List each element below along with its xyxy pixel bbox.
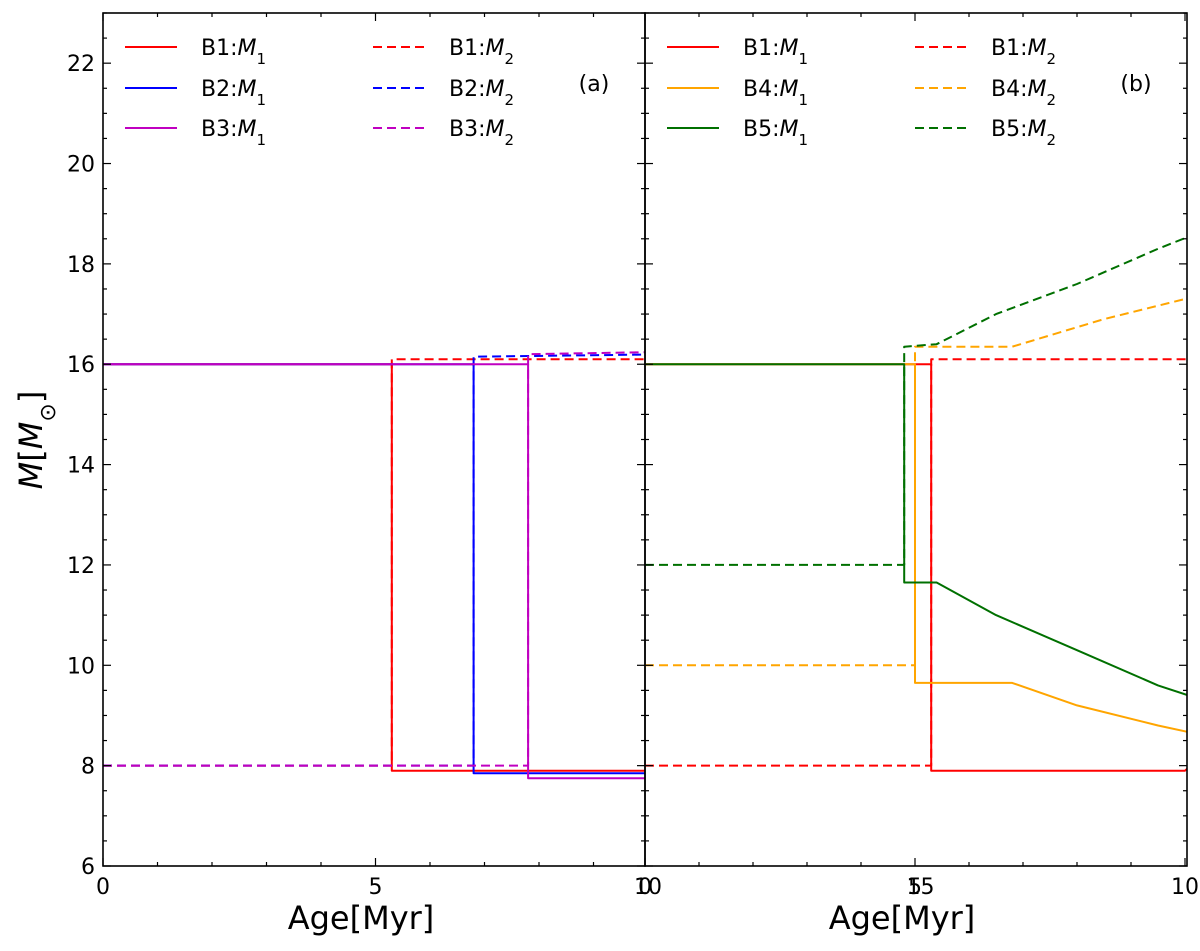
- y-tick-label-12: 12: [67, 554, 95, 579]
- y-tick-label-14: 14: [67, 454, 95, 479]
- legend-label-b-b4-m2: B4:M2: [991, 77, 1056, 109]
- panel-label-b: (b): [1120, 72, 1151, 97]
- x-tick-label-b-0: 0: [638, 875, 652, 900]
- panel-b-frame: [644, 12, 1188, 867]
- legend-label-b-b1-m1: B1:M1: [743, 36, 808, 68]
- y-axis-label-sun: ⊙: [36, 403, 61, 421]
- plot-area-b: [645, 236, 1187, 772]
- axes-a: 0 5 10 15 6 8 10 12 14 16 18 20 22: [67, 12, 935, 900]
- panel-b: 0 5 10 15 (b) B1:M1 B1:M2 B4:M1 B4:M2 B5:M1 B5:M…: [638, 12, 1199, 900]
- legend-label-a-b3-m1: B3:M1: [201, 117, 266, 149]
- series-line-a-b3-m2: [103, 351, 645, 767]
- series-line-b-b1-m2: [645, 358, 1187, 767]
- y-axis-label: M[M⊙]: [12, 391, 61, 490]
- y-tick-label-6: 6: [81, 855, 95, 880]
- x-tick-label-b-10: 10: [1171, 875, 1199, 900]
- y-tick-label-10: 10: [67, 654, 95, 679]
- x-tick-label-a-10: 10: [634, 875, 662, 900]
- legend-label-b-b4-m1: B4:M1: [743, 77, 808, 109]
- legend-label-a-b2-m1: B2:M1: [201, 77, 266, 109]
- series-line-a-b1-m1: [103, 363, 645, 772]
- series-line-b-b4-m2: [645, 297, 1187, 667]
- legend-label-b-b1-m2: B1:M2: [991, 36, 1056, 68]
- series-line-b-b5-m2: [645, 236, 1187, 566]
- panel-a-frame: [102, 12, 646, 867]
- series-line-a-b2-m1: [103, 363, 645, 775]
- legend-label-b-b5-m2: B5:M2: [991, 117, 1056, 149]
- panel-label-a: (a): [579, 72, 610, 97]
- x-axis-label-a: Age[Myr]: [288, 899, 435, 937]
- plot-area-a: [103, 351, 645, 780]
- x-tick-label-a-5: 5: [369, 875, 383, 900]
- axes-b: 0 5 10 15: [638, 12, 1199, 900]
- series-line-a-b1-m2: [103, 358, 645, 767]
- x-tick-label-a-0: 0: [96, 875, 110, 900]
- y-tick-label-20: 20: [67, 153, 95, 178]
- panel-a: 0 5 10 15 6 8 10 12 14 16 18 20 22 (a) B1:M1 B1:M2 B2:…: [67, 12, 935, 900]
- legend-b: B1:M1 B1:M2 B4:M1 B4:M2 B5:M1 B5:M2: [667, 36, 1056, 149]
- series-line-a-b2-m2: [103, 353, 645, 767]
- legend-label-b-b5-m1: B5:M1: [743, 117, 808, 149]
- series-line-b-b4-m1: [645, 363, 1187, 733]
- x-tick-label-a-15: 15: [907, 875, 935, 900]
- y-axis-label-main: M: [12, 462, 50, 490]
- series-line-b-b5-m1: [645, 363, 1187, 697]
- x-tick-label-b-5: 5: [908, 875, 922, 900]
- legend-label-a-b2-m2: B2:M2: [449, 77, 514, 109]
- y-tick-label-18: 18: [67, 253, 95, 278]
- series-line-a-b3-m1: [103, 363, 645, 780]
- y-axis-label-sub: M: [12, 422, 50, 450]
- legend-a: B1:M1 B1:M2 B2:M1 B2:M2 B3:M1 B3:M2: [125, 36, 514, 149]
- legend-label-a-b1-m2: B1:M2: [449, 36, 514, 68]
- series-line-b-b1-m1: [645, 363, 1187, 772]
- x-axis-label-b: Age[Myr]: [829, 899, 976, 937]
- y-tick-label-22: 22: [67, 52, 95, 77]
- legend-label-a-b1-m1: B1:M1: [201, 36, 266, 68]
- y-tick-label-16: 16: [67, 353, 95, 378]
- y-tick-label-8: 8: [81, 755, 95, 780]
- legend-label-a-b3-m2: B3:M2: [449, 117, 514, 149]
